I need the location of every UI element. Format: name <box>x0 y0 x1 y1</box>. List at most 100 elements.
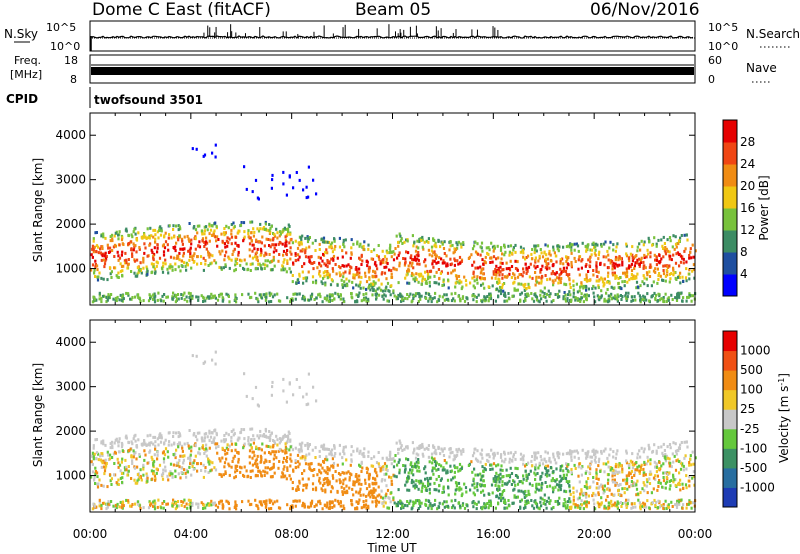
power-cell <box>675 252 678 256</box>
velocity-cell <box>519 499 522 503</box>
power-cell <box>163 234 166 238</box>
power-cell <box>326 294 329 298</box>
power-cell <box>479 276 482 280</box>
velocity-cell <box>460 452 463 456</box>
power-cell <box>400 294 403 298</box>
power-cell <box>638 262 641 266</box>
power-cell <box>530 252 533 256</box>
velocity-cell <box>436 507 439 511</box>
power-cell <box>524 282 527 286</box>
velocity-cell <box>672 441 675 445</box>
power-cell <box>100 296 103 300</box>
power-cell <box>175 224 178 228</box>
velocity-cell <box>251 397 254 401</box>
power-cell <box>536 280 539 284</box>
power-cell <box>667 266 670 269</box>
power-cell <box>225 250 228 254</box>
velocity-cell <box>459 506 462 510</box>
power-cell <box>152 228 155 232</box>
power-cell <box>371 282 375 286</box>
power-cell <box>435 281 438 285</box>
power-cell <box>211 254 214 258</box>
velocity-cell <box>559 467 562 471</box>
velocity-cell <box>555 461 558 465</box>
power-cell <box>629 265 632 269</box>
velocity-cell <box>628 471 631 475</box>
velocity-cell <box>269 452 272 456</box>
velocity-cell <box>160 473 164 477</box>
power-cell <box>314 239 317 243</box>
power-cell <box>632 256 636 260</box>
power-cell <box>593 251 596 255</box>
velocity-cell <box>498 488 501 491</box>
power-cell <box>291 280 294 284</box>
velocity-cell <box>120 505 123 509</box>
velocity-cell <box>384 501 387 505</box>
velocity-cell <box>480 448 484 452</box>
power-cell <box>576 297 579 301</box>
power-cell <box>429 269 432 273</box>
power-cell <box>230 228 233 232</box>
velocity-cell <box>172 435 175 438</box>
power-cell <box>497 289 500 293</box>
power-cell <box>606 288 609 291</box>
velocity-cell <box>202 503 205 507</box>
power-cell <box>603 299 606 303</box>
power-cell <box>646 248 649 252</box>
velocity-cell <box>400 501 403 505</box>
velocity-cell <box>188 446 191 450</box>
velocity-cell <box>531 504 534 508</box>
velocity-cell <box>439 452 442 456</box>
power-cell <box>435 261 438 265</box>
velocity-cell <box>660 445 663 449</box>
power-cell <box>672 234 675 238</box>
power-cell <box>315 192 318 196</box>
velocity-cell <box>289 477 292 481</box>
power-cell <box>262 293 265 297</box>
power-cell <box>480 241 484 245</box>
velocity-cell <box>139 468 142 472</box>
power-cell <box>263 293 267 297</box>
power-cell <box>208 296 211 300</box>
velocity-cell <box>319 463 322 467</box>
power-cell <box>670 258 673 262</box>
power-cell <box>527 254 530 258</box>
velocity-cell <box>435 477 438 481</box>
power-cell <box>613 265 616 268</box>
velocity-cell <box>410 471 413 475</box>
velocity-cell <box>664 459 668 463</box>
power-cell <box>180 259 183 263</box>
power-cell <box>220 266 223 270</box>
power-cell <box>207 264 210 267</box>
power-cell <box>659 274 662 278</box>
velocity-cell <box>587 477 590 480</box>
power-cell <box>534 283 537 287</box>
power-cell <box>227 241 230 245</box>
power-cell <box>236 257 239 261</box>
velocity-cell <box>373 490 376 494</box>
velocity-cell <box>561 464 564 468</box>
power-cell <box>633 276 636 280</box>
velocity-cell <box>537 466 540 470</box>
velocity-cell <box>327 481 330 485</box>
velocity-cell <box>109 446 112 450</box>
power-cell <box>331 294 334 298</box>
power-cell <box>355 283 358 287</box>
power-cell <box>595 270 598 273</box>
power-cell <box>630 262 633 266</box>
velocity-cell <box>599 503 602 507</box>
velocity-cell <box>375 461 379 464</box>
power-cell <box>276 236 279 240</box>
power-cell <box>254 178 258 182</box>
velocity-cell <box>238 436 241 440</box>
power-cell <box>488 248 491 252</box>
velocity-cell <box>302 395 305 399</box>
power-cell <box>455 277 458 281</box>
velocity-cell <box>605 506 608 510</box>
power-cell <box>107 296 110 300</box>
power-cell <box>164 240 168 244</box>
power-cell <box>641 298 644 302</box>
velocity-cell <box>616 470 619 474</box>
velocity-cell <box>412 480 415 484</box>
velocity-cell <box>685 506 688 510</box>
